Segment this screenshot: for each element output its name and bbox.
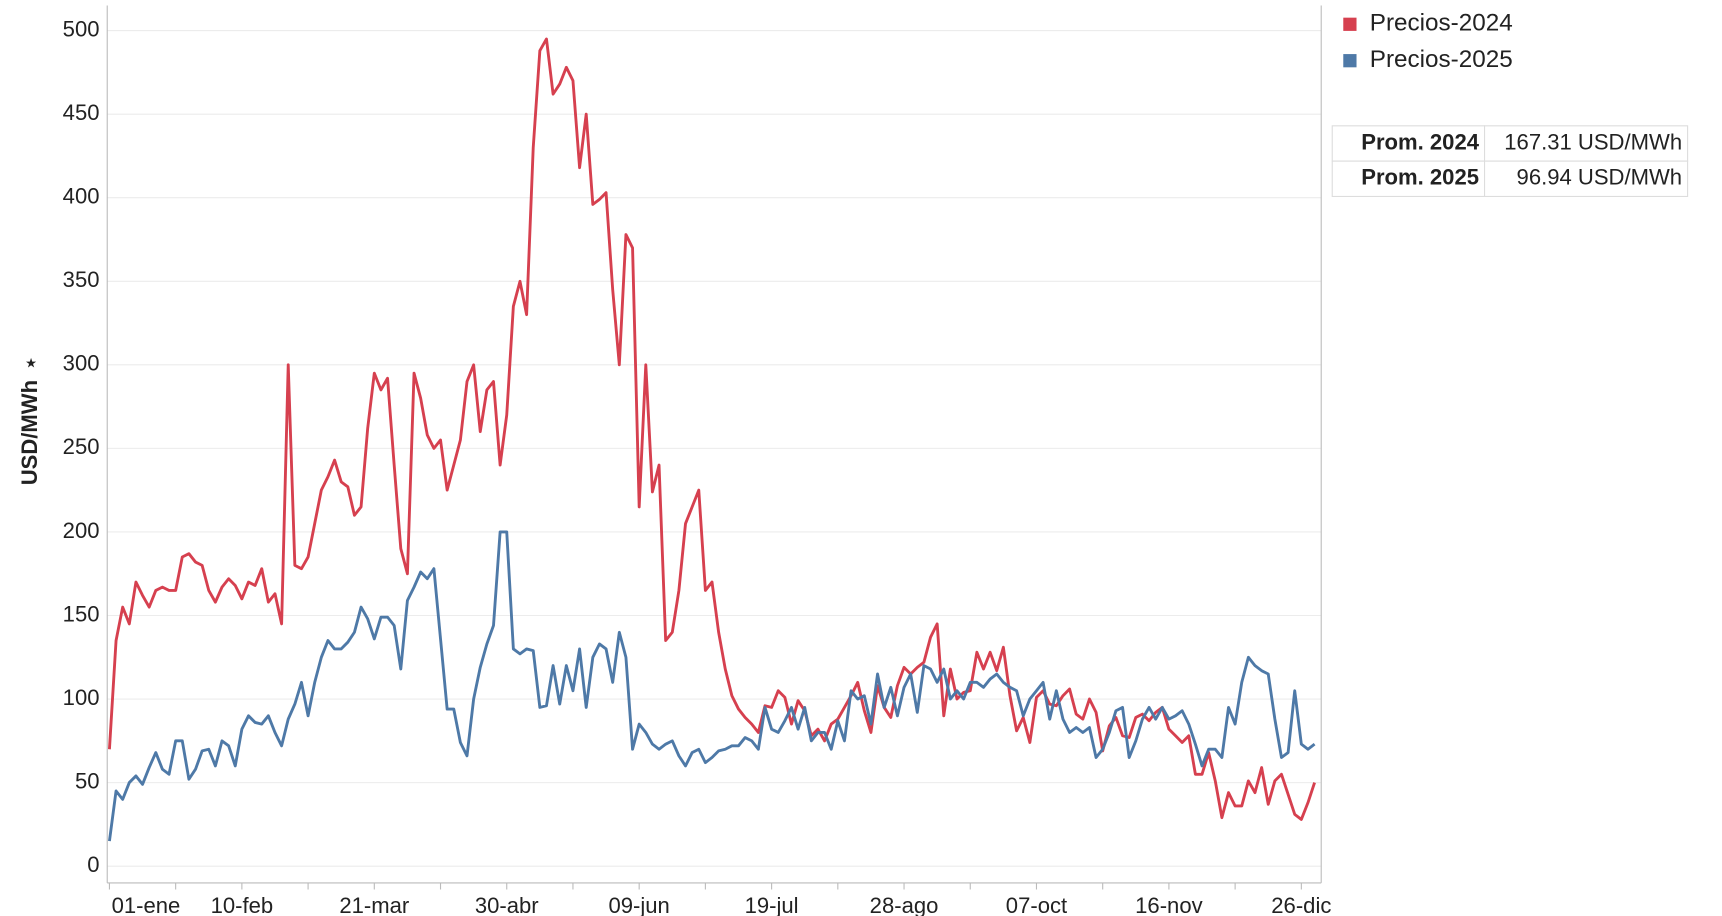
x-tick-label: 07-oct: [1006, 893, 1067, 916]
y-tick-label: 150: [63, 601, 100, 626]
x-tick-label: 26-dic: [1271, 893, 1331, 916]
legend-label: Precios-2024: [1370, 10, 1513, 37]
y-tick-label: 0: [87, 852, 99, 877]
x-tick-label: 10-feb: [211, 893, 274, 916]
x-tick-label: 30-abr: [475, 893, 539, 916]
series-line: [108, 37, 1316, 821]
axis-icon: ★: [25, 356, 37, 371]
series-line: [108, 530, 1316, 842]
y-tick-label: 450: [63, 100, 100, 125]
y-axis-title: USD/MWh: [17, 380, 42, 485]
legend-swatch: [1343, 17, 1357, 31]
x-tick-label: 16-nov: [1135, 893, 1202, 916]
y-tick-label: 400: [63, 184, 100, 209]
table-cell: [1483, 125, 1689, 162]
y-tick-label: 200: [63, 518, 100, 543]
y-tick-label: 500: [63, 16, 100, 41]
y-tick-label: 300: [63, 351, 100, 376]
x-tick-label: 28-ago: [870, 893, 939, 916]
x-tick-label: 21-mar: [339, 893, 409, 916]
table-cell: [1331, 160, 1486, 197]
y-tick-label: 100: [63, 685, 100, 710]
x-tick-label: 19-jul: [745, 893, 799, 916]
legend-swatch: [1343, 54, 1357, 68]
table-value: 167.31 USD/MWh: [1504, 129, 1682, 154]
y-tick-label: 350: [63, 267, 100, 292]
x-tick-label: 09-jun: [609, 893, 670, 916]
table-header: Prom. 2024: [1361, 129, 1479, 154]
y-tick-label: 50: [75, 768, 100, 793]
table-value: 96.94 USD/MWh: [1517, 165, 1683, 190]
table-header: Prom. 2025: [1361, 165, 1479, 190]
legend-label: Precios-2025: [1370, 46, 1513, 73]
x-tick-label: 01-ene: [112, 893, 181, 916]
y-tick-label: 250: [63, 434, 100, 459]
table-cell: [1483, 160, 1689, 197]
